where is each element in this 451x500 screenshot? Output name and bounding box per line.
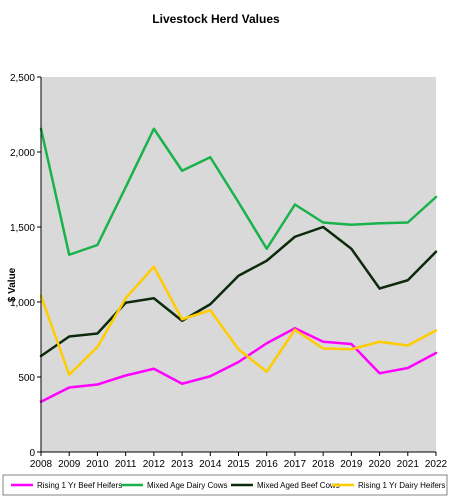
x-tick-label: 2018 (312, 459, 335, 470)
series-line (39, 127, 438, 256)
x-tick-label: 2015 (227, 459, 250, 470)
x-tick-label: 2016 (256, 459, 279, 470)
legend: Rising 1 Yr Beef Heifers Mixed Age Dairy … (11, 481, 445, 490)
y-tick-label: 1,000 (10, 298, 35, 309)
x-tick-label: 2014 (199, 459, 222, 470)
y-tick-label: 500 (18, 373, 35, 384)
y-tick-label: 2,500 (10, 73, 35, 84)
y-tick-label: 2,000 (10, 148, 35, 159)
chart-title: Livestock Herd Values (152, 12, 280, 26)
legend-box (2, 474, 448, 496)
x-tick-label: 2013 (171, 459, 194, 470)
legend-label: Mixed Aged Beef Cows (257, 481, 340, 490)
y-tick-label: 0 (29, 448, 35, 459)
y-axis-ticks: 0 500 1,000 1,500 2,000 2,500 (10, 73, 41, 459)
series-line (39, 265, 438, 376)
legend-label: Rising 1 Yr Dairy Heifers (358, 481, 445, 490)
x-tick-label: 2011 (115, 459, 137, 470)
series-line (39, 327, 438, 403)
legend-label: Mixed Age Dairy Cows (147, 481, 227, 490)
x-tick-label: 2012 (143, 459, 166, 470)
series-layer (39, 127, 438, 403)
x-tick-label: 2020 (368, 459, 391, 470)
x-tick-label: 2008 (30, 459, 53, 470)
x-tick-label: 2010 (86, 459, 109, 470)
x-tick-label: 2009 (58, 459, 81, 470)
x-axis-ticks: 2008 2009 2010 2011 2012 2013 2014 2015 2016 2017… (30, 452, 448, 470)
y-axis-label: $ Value (7, 267, 18, 302)
plot-area (41, 77, 436, 452)
x-tick-label: 2019 (340, 459, 363, 470)
y-tick-label: 1,500 (10, 223, 35, 234)
x-tick-label: 2022 (425, 459, 448, 470)
x-tick-label: 2017 (284, 459, 307, 470)
x-tick-label: 2021 (397, 459, 420, 470)
legend-label: Rising 1 Yr Beef Heifers (37, 481, 122, 490)
series-line (39, 225, 438, 358)
